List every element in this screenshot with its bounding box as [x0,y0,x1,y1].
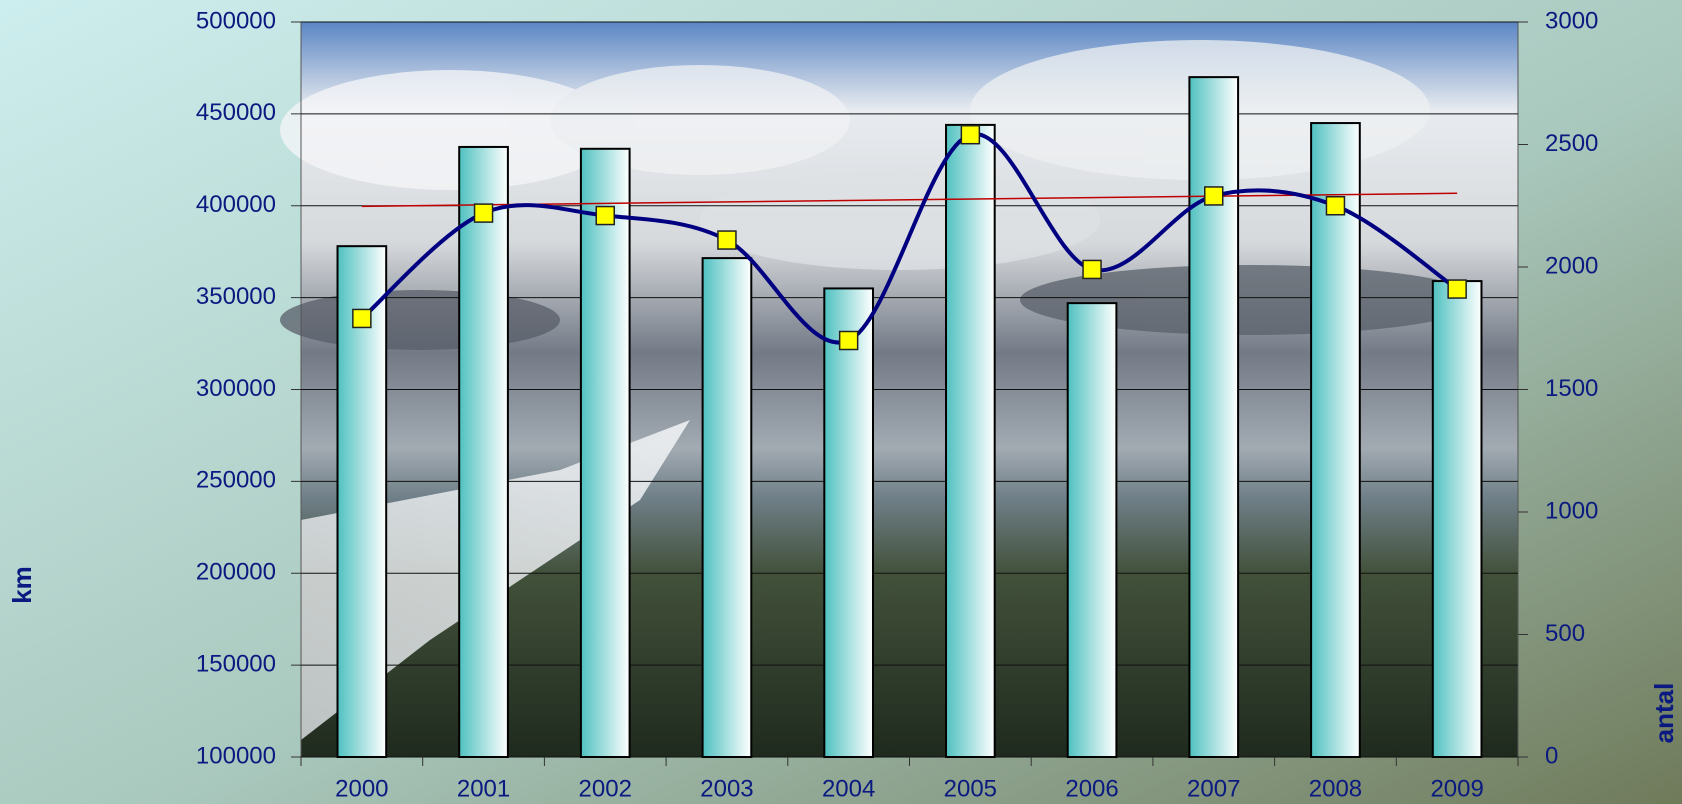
bar [336,245,388,759]
y-tick-label: 250000 [196,467,276,494]
x-tick-label: 2008 [1309,775,1362,802]
bar [1431,280,1483,758]
y-tick-label: 400000 [196,191,276,218]
line [360,132,1459,345]
y2-axis-label: antal [1649,683,1679,744]
x-tick-label: 2000 [335,775,388,802]
marker [717,230,737,250]
marker [1082,259,1102,280]
x-tick-label: 2004 [822,775,875,802]
y-tick-label: 200000 [196,559,276,586]
bar [1310,122,1361,758]
bar [458,145,509,758]
y-tick-label: 500000 [196,7,276,34]
x-tick-label: 2006 [1065,775,1118,802]
bar [1188,76,1240,758]
marker [1204,186,1224,206]
marker [352,308,372,329]
x-tick-label: 2007 [1187,775,1240,802]
y-tick-label: 300000 [196,375,276,402]
x-tick-label: 2001 [457,775,510,802]
marker [960,124,981,145]
bar [945,123,996,758]
marker [1325,196,1346,216]
y2-tick-label: 2500 [1545,130,1598,157]
bar [701,257,753,758]
marker [1447,279,1467,299]
y-tick-label: 350000 [196,283,276,310]
x-tick-label: 2002 [579,775,632,802]
x-tick-label: 2009 [1430,775,1483,802]
y-axis-label: km [7,566,37,604]
y-tick-label: 100000 [196,742,276,769]
y2-tick-label: 2000 [1545,252,1598,279]
x-tick-label: 2005 [944,775,997,802]
bar [823,287,874,758]
y2-tick-label: 0 [1545,742,1558,769]
y2-tick-label: 500 [1545,620,1585,647]
marker [838,330,859,351]
bar [579,147,631,759]
y-tick-label: 450000 [196,99,276,126]
x-tick-label: 2003 [700,775,753,802]
bar [1066,302,1118,758]
trendline [361,192,1458,208]
y2-tick-label: 3000 [1545,7,1598,34]
y2-tick-label: 1000 [1545,497,1598,524]
y-tick-label: 150000 [196,650,276,677]
y2-tick-label: 1500 [1545,375,1598,402]
marker [595,205,615,226]
marker [473,203,494,223]
